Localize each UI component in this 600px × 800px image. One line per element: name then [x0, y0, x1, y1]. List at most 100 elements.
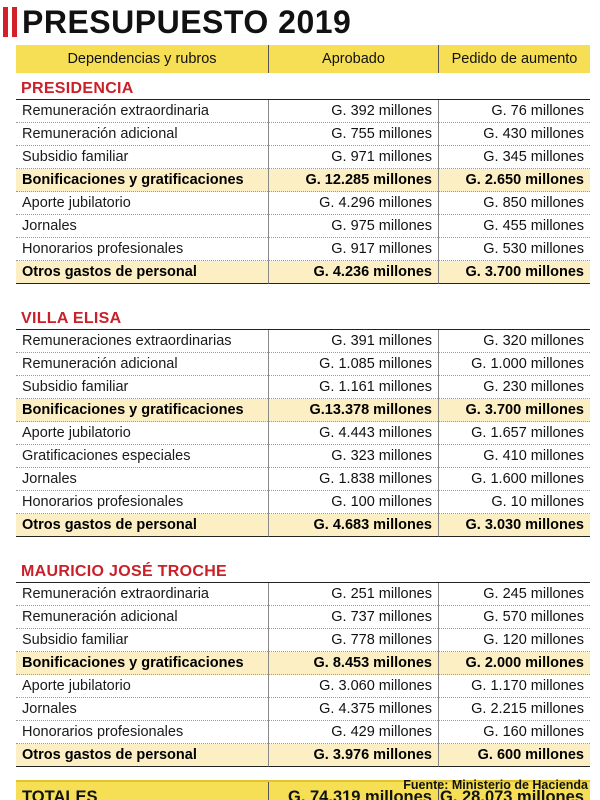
row-pedido: G. 1.000 millones	[438, 353, 590, 376]
header-dependencias: Dependencias y rubros	[67, 51, 217, 67]
row-label: Aporte jubilatorio	[16, 192, 268, 215]
table-row: Remuneraciones extraordinarias G. 391 mil…	[16, 330, 590, 353]
table-sections: PRESIDENCIA Remuneración extraordinaria G.…	[16, 75, 590, 767]
section-title: PRESIDENCIA	[16, 75, 590, 100]
table-row: Aporte jubilatorio G. 4.443 millones G. 1.…	[16, 422, 590, 445]
row-aprobado: G. 391 millones	[268, 330, 438, 353]
row-aprobado: G. 755 millones	[268, 123, 438, 146]
row-pedido: G. 245 millones	[438, 583, 590, 606]
row-aprobado: G. 251 millones	[268, 583, 438, 606]
totals-aprobado: G. 74.319 millones	[268, 782, 438, 800]
row-label: Subsidio familiar	[16, 146, 268, 169]
row-label: Remuneraciones extraordinarias	[16, 330, 268, 353]
row-label: Gratificaciones especiales	[16, 445, 268, 468]
row-pedido: G. 600 millones	[438, 744, 590, 767]
table-row: Subsidio familiar G. 778 millones G. 120 m…	[16, 629, 590, 652]
table-row: Otros gastos de personal G. 4.236 millone…	[16, 261, 590, 284]
table-header: Dependencias y rubros Aprobado Pedido de…	[16, 45, 590, 73]
row-pedido: G. 1.170 millones	[438, 675, 590, 698]
table-row: Honorarios profesionales G. 429 millones G…	[16, 721, 590, 744]
row-aprobado: G. 975 millones	[268, 215, 438, 238]
row-aprobado: G. 323 millones	[268, 445, 438, 468]
row-pedido: G. 345 millones	[438, 146, 590, 169]
row-aprobado: G. 4.296 millones	[268, 192, 438, 215]
row-pedido: G. 570 millones	[438, 606, 590, 629]
table-row: Otros gastos de personal G. 3.976 millone…	[16, 744, 590, 767]
header-pedido: Pedido de aumento	[438, 45, 590, 73]
row-pedido: G. 410 millones	[438, 445, 590, 468]
row-pedido: G. 850 millones	[438, 192, 590, 215]
table-row: Otros gastos de personal G. 4.683 millone…	[16, 514, 590, 537]
table-row: Remuneración adicional G. 1.085 millones G…	[16, 353, 590, 376]
row-label: Bonificaciones y gratificaciones	[16, 652, 268, 675]
row-label: Honorarios profesionales	[16, 491, 268, 514]
table-row: Bonificaciones y gratificaciones G. 8.453…	[16, 652, 590, 675]
table-row: Subsidio familiar G. 971 millones G. 345 m…	[16, 146, 590, 169]
row-pedido: G. 3.700 millones	[438, 261, 590, 284]
page-title: PRESUPUESTO 2019	[22, 4, 352, 40]
table-row: Remuneración extraordinaria G. 251 millon…	[16, 583, 590, 606]
row-pedido: G. 1.600 millones	[438, 468, 590, 491]
row-label: Otros gastos de personal	[16, 261, 268, 284]
row-label: Aporte jubilatorio	[16, 675, 268, 698]
row-pedido: G. 320 millones	[438, 330, 590, 353]
row-label: Remuneración extraordinaria	[16, 583, 268, 606]
row-aprobado: G. 12.285 millones	[268, 169, 438, 192]
section-title: MAURICIO JOSÉ TROCHE	[16, 558, 590, 583]
section-gap	[16, 284, 590, 305]
row-pedido: G. 3.700 millones	[438, 399, 590, 422]
row-label: Jornales	[16, 468, 268, 491]
row-pedido: G. 2.650 millones	[438, 169, 590, 192]
table-row: Jornales G. 1.838 millones G. 1.600 millon…	[16, 468, 590, 491]
row-aprobado: G. 3.060 millones	[268, 675, 438, 698]
table-row: Remuneración adicional G. 737 millones G. …	[16, 606, 590, 629]
title-bar: PRESUPUESTO 2019	[0, 0, 600, 44]
row-label: Remuneración extraordinaria	[16, 100, 268, 123]
row-aprobado: G. 1.838 millones	[268, 468, 438, 491]
table-row: Jornales G. 4.375 millones G. 2.215 millon…	[16, 698, 590, 721]
row-label: Aporte jubilatorio	[16, 422, 268, 445]
title-bar-marks-icon	[3, 7, 17, 37]
row-pedido: G. 230 millones	[438, 376, 590, 399]
row-aprobado: G. 4.236 millones	[268, 261, 438, 284]
section-title: VILLA ELISA	[16, 305, 590, 330]
row-label: Subsidio familiar	[16, 376, 268, 399]
row-aprobado: G. 429 millones	[268, 721, 438, 744]
row-aprobado: G. 100 millones	[268, 491, 438, 514]
row-aprobado: G. 4.443 millones	[268, 422, 438, 445]
section-gap	[16, 537, 590, 558]
row-label: Remuneración adicional	[16, 123, 268, 146]
totals-pedido: G. 28.073 millones	[438, 782, 590, 800]
row-pedido: G. 160 millones	[438, 721, 590, 744]
row-aprobado: G. 4.375 millones	[268, 698, 438, 721]
table-row: Honorarios profesionales G. 100 millones G…	[16, 491, 590, 514]
table-row: Honorarios profesionales G. 917 millones G…	[16, 238, 590, 261]
row-label: Jornales	[16, 698, 268, 721]
row-label: Bonificaciones y gratificaciones	[16, 399, 268, 422]
table-row: Bonificaciones y gratificaciones G.13.378…	[16, 399, 590, 422]
table-row: Subsidio familiar G. 1.161 millones G. 230…	[16, 376, 590, 399]
row-aprobado: G.13.378 millones	[268, 399, 438, 422]
row-aprobado: G. 8.453 millones	[268, 652, 438, 675]
row-pedido: G. 10 millones	[438, 491, 590, 514]
table-row: Jornales G. 975 millones G. 455 millones	[16, 215, 590, 238]
header-aprobado: Aprobado	[268, 45, 438, 73]
row-aprobado: G. 1.085 millones	[268, 353, 438, 376]
row-aprobado: G. 4.683 millones	[268, 514, 438, 537]
row-aprobado: G. 778 millones	[268, 629, 438, 652]
row-label: Remuneración adicional	[16, 606, 268, 629]
row-label: Honorarios profesionales	[16, 721, 268, 744]
row-aprobado: G. 737 millones	[268, 606, 438, 629]
row-pedido: G. 1.657 millones	[438, 422, 590, 445]
budget-table: Dependencias y rubros Aprobado Pedido de…	[16, 45, 590, 800]
row-label: Bonificaciones y gratificaciones	[16, 169, 268, 192]
row-pedido: G. 3.030 millones	[438, 514, 590, 537]
table-row: Aporte jubilatorio G. 3.060 millones G. 1.…	[16, 675, 590, 698]
table-row: Remuneración extraordinaria G. 392 millon…	[16, 100, 590, 123]
row-label: Honorarios profesionales	[16, 238, 268, 261]
row-pedido: G. 2.000 millones	[438, 652, 590, 675]
row-label: Otros gastos de personal	[16, 514, 268, 537]
table-row: Bonificaciones y gratificaciones G. 12.28…	[16, 169, 590, 192]
row-pedido: G. 2.215 millones	[438, 698, 590, 721]
row-pedido: G. 120 millones	[438, 629, 590, 652]
